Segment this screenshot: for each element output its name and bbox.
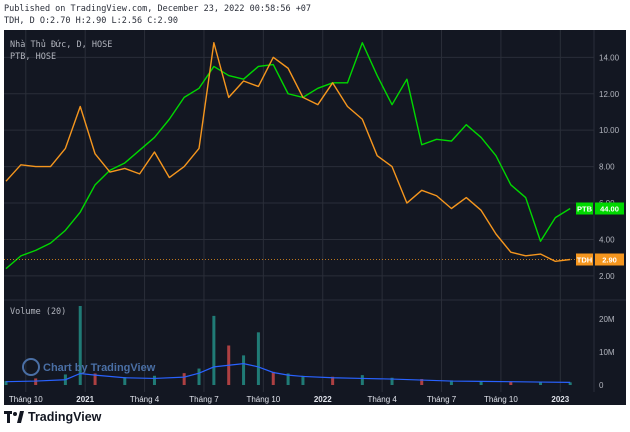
volume-pane: [4, 306, 572, 385]
axis-ticks: 2.004.006.008.0010.0012.0014.00010M20MTh…: [9, 53, 620, 404]
volume-bar: [182, 373, 186, 385]
volume-bar: [123, 377, 127, 385]
volume-bar: [301, 375, 305, 385]
volume-bar: [242, 355, 246, 385]
volume-bar: [212, 315, 216, 385]
x-tick-label: Tháng 4: [367, 395, 397, 404]
volume-y-tick-label: 20M: [599, 315, 615, 324]
price-series: [4, 42, 594, 270]
x-tick-label: Tháng 10: [9, 395, 43, 404]
price-tag: [595, 202, 624, 215]
volume-bar: [78, 306, 82, 385]
volume-bar: [34, 378, 38, 385]
volume-bar: [152, 375, 156, 385]
volume-bar: [420, 379, 424, 385]
volume-bar: [390, 377, 394, 385]
x-tick-label: Tháng 4: [130, 395, 160, 404]
series-line-ptb: [5, 42, 571, 270]
x-tick-label: 2021: [76, 395, 94, 404]
volume-bar: [479, 381, 483, 385]
tradingview-watermark: Chart by TradingView: [22, 358, 156, 376]
volume-bar: [360, 375, 364, 385]
volume-bar: [568, 382, 572, 385]
watermark-icon: [22, 358, 40, 376]
volume-pane-title: Volume (20): [10, 307, 66, 317]
volume-bar: [286, 373, 290, 385]
volume-ma-line: [5, 362, 571, 383]
series-line-tdh: [5, 42, 571, 263]
volume-bar: [256, 332, 260, 385]
series-name-text: TDH: [577, 256, 592, 265]
volume-bar: [271, 371, 275, 385]
y-tick-label: 2.00: [599, 272, 615, 281]
y-tick-label: 4.00: [599, 235, 615, 244]
x-tick-label: 2023: [551, 395, 569, 404]
y-tick-label: 14.00: [599, 53, 620, 62]
volume-bar: [331, 376, 335, 385]
volume-bar: [197, 368, 201, 385]
volume-bar: [4, 381, 8, 385]
x-tick-label: Tháng 7: [427, 395, 457, 404]
tradingview-logo-icon: [4, 411, 24, 423]
compare-symbol-label: PTB, HOSE: [10, 52, 56, 62]
y-tick-label: 8.00: [599, 163, 615, 172]
main-pane-title: Nhà Thủ Đức, D, HOSE: [10, 39, 112, 50]
x-tick-label: 2022: [314, 395, 332, 404]
symbol-ohlc-line: TDH, D O:2.70 H:2.90 L:2.56 C:2.90: [4, 16, 178, 26]
volume-y-tick-label: 0: [599, 381, 604, 390]
footer-logo: TradingView: [4, 410, 101, 424]
volume-bar: [449, 380, 453, 385]
series-name-text: PTB: [577, 205, 593, 214]
last-price-labels: PTB 44.00 TDH 2.90: [576, 202, 624, 266]
published-line: Published on TradingView.com, December 2…: [4, 4, 312, 14]
price-tag-text: 44.00: [600, 205, 619, 214]
price-tag-text: 2.90: [602, 256, 617, 265]
x-tick-label: Tháng 10: [246, 395, 280, 404]
volume-bar: [93, 373, 97, 385]
x-tick-label: Tháng 7: [189, 395, 219, 404]
chart-grid: [4, 30, 594, 392]
chart-background: [4, 30, 626, 405]
watermark-text: Chart by TradingView: [43, 362, 156, 374]
y-tick-label: 12.00: [599, 90, 620, 99]
series-name-tag: [576, 202, 593, 215]
y-tick-label: 10.00: [599, 126, 620, 135]
price-tag: [595, 253, 624, 266]
x-tick-label: Tháng 10: [484, 395, 518, 404]
footer-logo-text: TradingView: [28, 410, 102, 424]
chart-canvas[interactable]: 2.004.006.008.0010.0012.0014.00010M20MTh…: [0, 0, 630, 405]
volume-y-tick-label: 10M: [599, 348, 615, 357]
volume-bar: [539, 382, 543, 385]
series-name-tag: [576, 253, 593, 266]
volume-bar: [509, 381, 513, 385]
